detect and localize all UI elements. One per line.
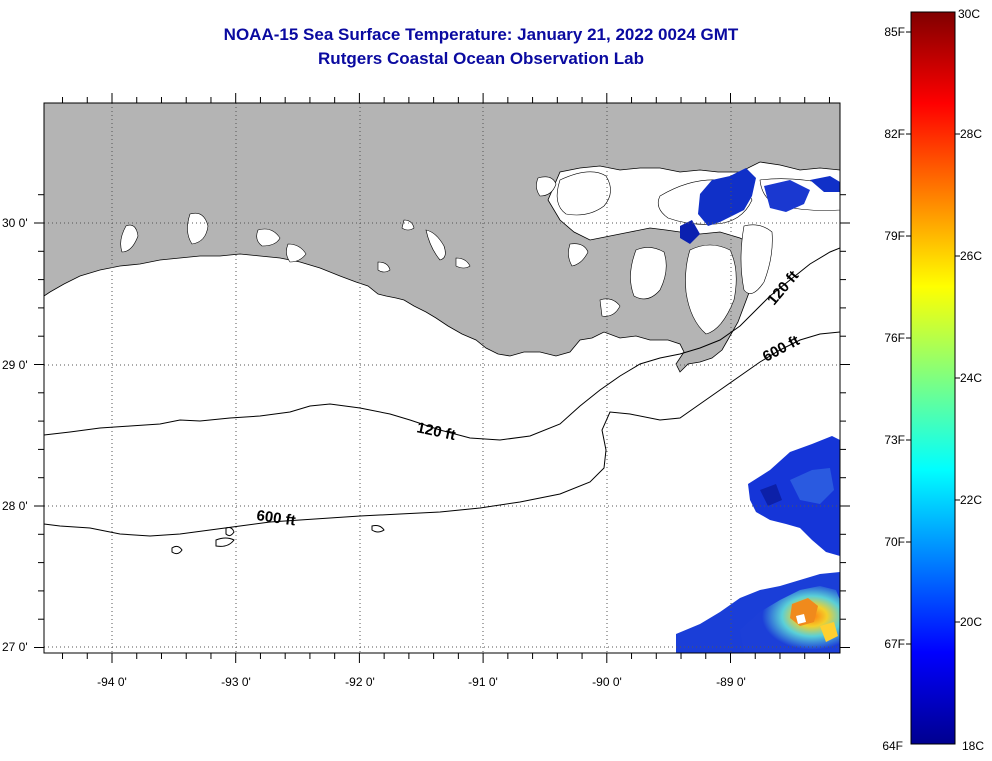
map-title: NOAA-15 Sea Surface Temperature: January… [223, 25, 739, 44]
contour-label-600ft-west: 600 ft [255, 507, 296, 529]
colorbar-c-label: 20C [960, 615, 982, 629]
colorbar-f-label: 70F [884, 535, 905, 549]
colorbar-f-label: 73F [884, 433, 905, 447]
colorbar-c-label: 22C [960, 493, 982, 507]
lat-label: 29 0' [2, 358, 28, 372]
lon-label: -89 0' [716, 675, 746, 689]
lon-label: -93 0' [221, 675, 251, 689]
lon-label: -94 0' [97, 675, 127, 689]
colorbar: 85F 82F 79F 76F 73F 70F 67F 64F 30C 28C … [882, 7, 984, 753]
lat-label: 27 0' [2, 640, 28, 654]
colorbar-c-label: 18C [962, 739, 984, 753]
colorbar-f-label: 85F [884, 25, 905, 39]
lon-axis-labels: -94 0' -93 0' -92 0' -91 0' -90 0' -89 0… [97, 675, 746, 689]
lat-label: 28 0' [2, 499, 28, 513]
colorbar-ticks [906, 31, 960, 645]
colorbar-f-label: 64F [882, 739, 903, 753]
depth-contours [44, 247, 840, 555]
colorbar-c-label: 30C [958, 7, 980, 21]
colorbar-c-label: 28C [960, 127, 982, 141]
lat-axis-labels: 30 0' 29 0' 28 0' 27 0' [2, 216, 28, 654]
colorbar-c-label: 26C [960, 249, 982, 263]
lon-label: -91 0' [468, 675, 498, 689]
sst-patches-nearshore [680, 168, 840, 244]
sst-patches-offshore [676, 436, 840, 653]
map-plot-area: 120 ft 600 ft 120 ft 600 ft [44, 103, 840, 653]
lon-label: -92 0' [345, 675, 375, 689]
map-ticks [34, 93, 850, 663]
contour-120ft [44, 247, 840, 441]
colorbar-f-label: 76F [884, 331, 905, 345]
colorbar-gradient [910, 11, 956, 745]
colorbar-f-label: 67F [884, 637, 905, 651]
gridlines [44, 103, 840, 653]
contour-600ft [44, 331, 840, 537]
lon-label: -90 0' [592, 675, 622, 689]
colorbar-f-label: 82F [884, 127, 905, 141]
map-subtitle: Rutgers Coastal Ocean Observation Lab [318, 49, 644, 68]
colorbar-c-label: 24C [960, 371, 982, 385]
lat-label: 30 0' [2, 216, 28, 230]
map-frame [43, 102, 841, 654]
colorbar-f-label: 79F [884, 229, 905, 243]
